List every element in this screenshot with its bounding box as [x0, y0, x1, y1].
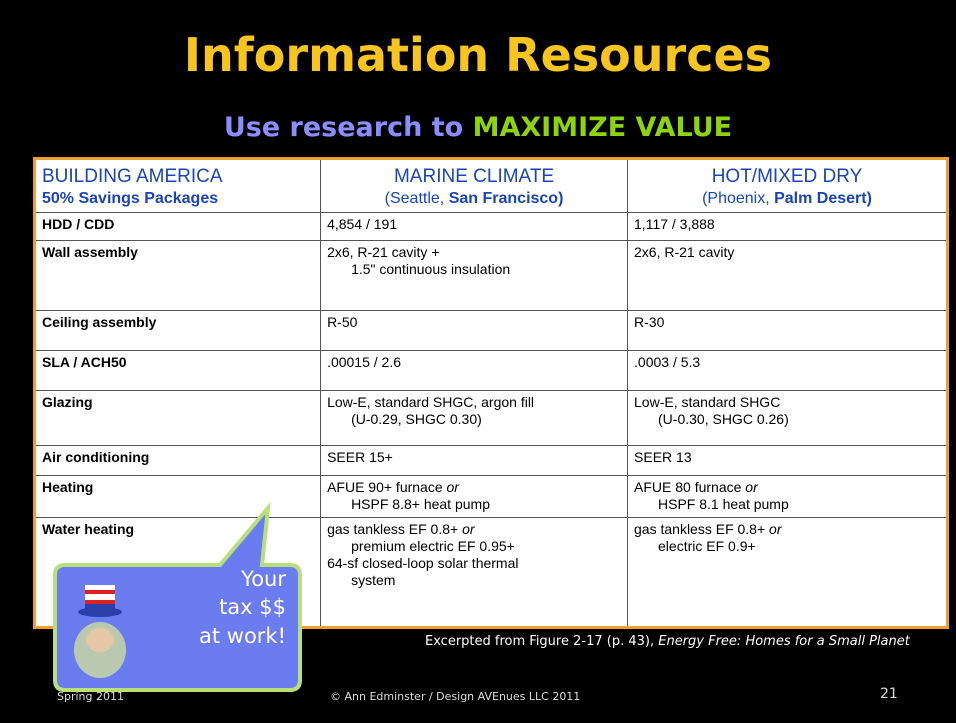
cell: AFUE 90+ furnace or HSPF 8.8+ heat pump: [320, 475, 629, 518]
cell: 2x6, R-21 cavity: [627, 240, 948, 311]
cell-text: gas tankless EF 0.8+: [327, 521, 459, 537]
cell: 1,117 / 3,888: [627, 212, 948, 241]
cell: R-30: [627, 310, 948, 351]
cell-text: premium electric EF 0.95+: [351, 538, 515, 554]
header-sub: (Phoenix,: [702, 190, 770, 207]
cell-text: 2x6, R-21 cavity +: [327, 244, 440, 260]
cell-text: AFUE 90+ furnace: [327, 479, 443, 495]
cell-text: R-50: [327, 314, 358, 330]
cell-text: 1.5" continuous insulation: [351, 261, 511, 277]
cell-text: electric EF 0.9+: [658, 538, 756, 554]
cell: SEER 13: [627, 445, 948, 476]
caption-text: Excerpted from Figure 2-17 (p. 43),: [425, 634, 655, 649]
cell-text: or: [446, 479, 459, 495]
subtitle-emphasis: MAXIMIZE VALUE: [472, 112, 733, 143]
cell: Low-E, standard SHGC, argon fill (U-0.29,…: [320, 390, 629, 446]
comparison-table: BUILDING AMERICA 50% Savings Packages MAR…: [33, 157, 949, 629]
table-row: Air conditioning SEER 15+ SEER 13: [33, 445, 948, 476]
cell-text: (U-0.30, SHGC 0.26): [658, 411, 789, 427]
cell-text: .00015 / 2.6: [327, 354, 402, 370]
cell-text: 4,854 / 191: [327, 216, 398, 232]
header-sub: Palm Desert): [774, 190, 872, 207]
footer-left: Spring 2011: [57, 690, 124, 703]
cell-text: R-30: [634, 314, 665, 330]
cell-text: .0003 / 5.3: [634, 354, 701, 370]
row-label: Ceiling assembly: [33, 310, 322, 351]
subtitle: Use research to MAXIMIZE VALUE: [0, 112, 956, 143]
subtitle-lead: Use research to: [223, 112, 464, 143]
cell-text: Low-E, standard SHGC: [634, 394, 781, 410]
cell-text: SEER 13: [634, 449, 692, 465]
table-row: SLA / ACH50.00015 / 2.6.0003 / 5.3: [33, 350, 948, 391]
header-cell: HOT/MIXED DRY (Phoenix, Palm Desert): [627, 158, 948, 213]
cell-text: SEER 15+: [327, 449, 393, 465]
footer-center: © Ann Edminster / Design AVEnues LLC 201…: [330, 690, 581, 703]
cell-text: or: [462, 521, 475, 537]
cell: 2x6, R-21 cavity +1.5" continuous insula…: [320, 240, 629, 311]
header-text: MARINE CLIMATE: [393, 166, 555, 187]
row-label: Glazing: [33, 390, 322, 446]
row-label: Wall assembly: [33, 240, 322, 311]
caption-source: Energy Free: Homes for a Small Planet: [658, 634, 910, 649]
cell-text: system: [351, 572, 396, 588]
cell-text: gas tankless EF 0.8+: [634, 521, 766, 537]
title: Information Resources: [183, 28, 773, 82]
cell-text: 1,117 / 3,888: [634, 216, 715, 232]
cell-text: or: [745, 479, 758, 495]
table-row: HDD / CDD 4,854 / 191 1,117 / 3,888: [33, 212, 948, 241]
cell-text: (U-0.29, SHGC 0.30): [351, 411, 482, 427]
callout-line: at work!: [199, 624, 286, 648]
table-row: Heating AFUE 90+ furnace or HSPF 8.8+ heat…: [33, 475, 948, 518]
cell-text: 64-sf closed-loop solar thermal: [327, 555, 519, 571]
header-sub: (Seattle,: [384, 190, 445, 207]
cell-text: AFUE 80 furnace: [634, 479, 742, 495]
table-row: Glazing Low-E, standard SHGC, argon fill(…: [33, 390, 948, 446]
uncle-sam-icon: [74, 585, 126, 678]
page-number: 21: [880, 686, 898, 702]
callout-line: tax $$: [219, 595, 286, 619]
cell: SEER 15+: [320, 445, 629, 476]
callout-line: Your: [240, 567, 286, 591]
header-text: HOT/MIXED DRY: [711, 166, 863, 187]
header-cell: BUILDING AMERICA 50% Savings Packages: [33, 158, 322, 213]
cell-text: Low-E, standard SHGC, argon fill: [327, 394, 535, 410]
cell: gas tankless EF 0.8+ or premium electric …: [320, 517, 629, 628]
cell: gas tankless EF 0.8+ or electric EF 0.9+: [627, 517, 948, 628]
header-text: BUILDING AMERICA: [42, 166, 223, 187]
cell-text: HSPF 8.1 heat pump: [658, 496, 789, 512]
cell: AFUE 80 furnace or HSPF 8.1 heat pump: [627, 475, 948, 518]
cell: 4,854 / 191: [320, 212, 629, 241]
table-row: Water heating gas tankless EF 0.8+ or prem…: [33, 517, 948, 628]
header-sub: San Francisco): [448, 190, 564, 207]
row-label: Air conditioning: [33, 445, 322, 476]
cell: Low-E, standard SHGC (U-0.30, SHGC 0.26): [627, 390, 948, 446]
row-label: Heating: [33, 475, 322, 518]
cell-text: HSPF 8.8+ heat pump: [351, 496, 490, 512]
table-row: Wall assembly 2x6, R-21 cavity +1.5" cont…: [33, 240, 948, 311]
caption: Excerpted from Figure 2-17 (p. 43), Ener…: [425, 634, 910, 649]
row-label: HDD / CDD: [33, 212, 322, 241]
cell-text: or: [769, 521, 782, 537]
header-sub: 50% Savings Packages: [42, 190, 219, 207]
cell-text: 2x6, R-21 cavity: [634, 244, 735, 260]
